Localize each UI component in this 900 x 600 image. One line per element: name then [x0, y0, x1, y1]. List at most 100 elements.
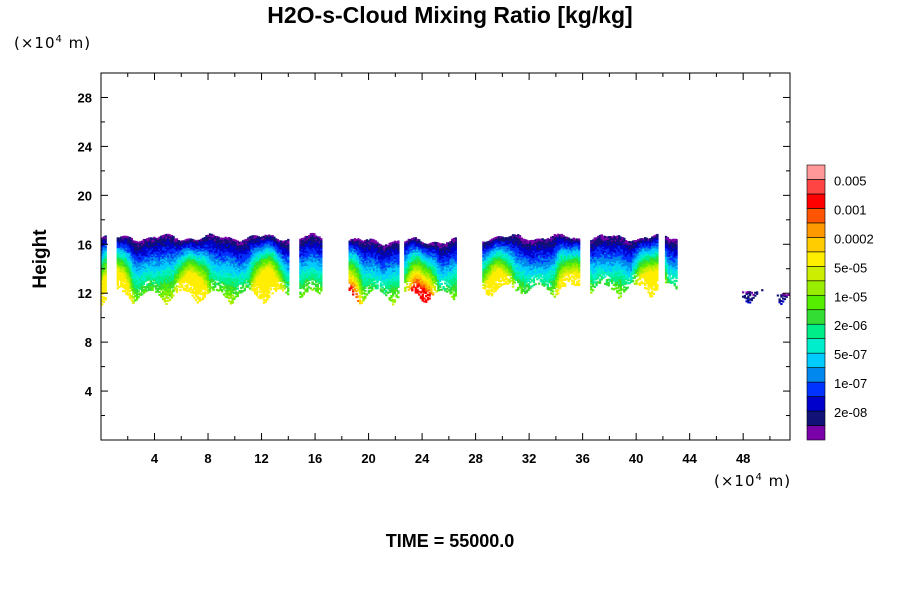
cloud-cell: [174, 245, 177, 248]
cloud-cell: [316, 249, 320, 252]
cloud-cell: [318, 254, 321, 257]
cloud-cell: [385, 248, 388, 251]
cloud-cell: [266, 289, 269, 292]
cloud-cell: [276, 283, 280, 286]
cloud-cell: [168, 266, 172, 269]
cloud-cell: [379, 289, 383, 292]
cloud-cell: [154, 275, 158, 279]
cloud-cell: [245, 263, 248, 266]
cloud-cell: [362, 292, 365, 295]
cloud-cell: [147, 249, 151, 252]
cloud-cell: [182, 275, 186, 278]
cloud-cell: [181, 276, 184, 280]
cloud-cell: [226, 272, 229, 275]
cloud-cell: [191, 262, 194, 265]
cloud-cell: [231, 298, 234, 301]
cloud-cell: [250, 267, 253, 270]
cloud-cell: [193, 277, 196, 280]
cloud-cell: [257, 284, 260, 287]
cloud-cell: [147, 259, 151, 262]
cloud-cell: [165, 235, 168, 238]
cloud-cell: [198, 274, 201, 277]
cloud-cell: [314, 274, 318, 278]
cloud-cell: [261, 283, 264, 286]
cloud-cell: [156, 274, 159, 277]
cloud-cell: [287, 250, 290, 253]
cloud-cell: [355, 259, 358, 262]
cloud-cell: [350, 246, 353, 249]
cloud-cell: [311, 262, 314, 265]
cloud-cell: [141, 287, 144, 290]
cloud-cell: [318, 251, 321, 254]
cloud-cell: [273, 248, 276, 251]
cloud-cell: [301, 260, 304, 263]
cloud-cell: [264, 265, 267, 268]
cloud-cell: [233, 281, 236, 284]
cloud-cell: [222, 262, 226, 265]
cloud-cell: [229, 301, 233, 304]
cloud-cell: [240, 273, 243, 276]
cloud-cell: [314, 247, 318, 250]
cloud-cell: [167, 276, 170, 279]
cloud-cell: [187, 266, 191, 269]
cloud-cell: [252, 239, 255, 242]
cloud-cell: [231, 243, 234, 246]
cloud-cell: [267, 257, 271, 261]
cloud-cell: [172, 268, 175, 271]
cloud-cell: [120, 268, 123, 271]
cloud-cell: [182, 287, 186, 290]
cloud-cell: [205, 289, 208, 292]
cloud-cell: [127, 253, 130, 256]
cloud-cell: [175, 270, 179, 273]
cloud-cell: [248, 264, 252, 267]
cloud-cell: [311, 251, 314, 255]
cloud-cell: [172, 262, 175, 265]
cloud-cell: [274, 272, 278, 275]
cloud-cell: [234, 255, 238, 258]
cloud-cell: [372, 240, 376, 243]
cloud-cell: [172, 288, 175, 291]
cloud-cell: [241, 290, 245, 293]
cloud-cell: [201, 262, 205, 265]
cloud-cell: [236, 287, 239, 290]
cloud-cell: [365, 275, 369, 278]
cloud-cell: [198, 251, 201, 254]
cloud-cell: [184, 273, 187, 276]
cloud-cell: [144, 272, 147, 275]
cloud-cell: [194, 282, 198, 285]
cloud-cell: [182, 272, 186, 275]
cloud-cell: [278, 279, 281, 282]
cloud-cell: [234, 252, 238, 256]
cloud-cell: [379, 245, 383, 248]
cloud-cell: [243, 262, 246, 265]
cloud-cell: [104, 235, 107, 238]
cloud-cell: [174, 273, 177, 276]
cloud-cell: [191, 259, 194, 262]
cloud-cell: [146, 276, 149, 279]
cloud-cell: [259, 278, 262, 281]
cloud-cell: [252, 271, 255, 274]
cloud-cell: [127, 286, 130, 289]
cloud-cell: [245, 272, 248, 275]
cloud-cell: [210, 242, 213, 245]
cloud-cell: [170, 280, 173, 283]
cloud-cell: [207, 258, 210, 261]
cloud-cell: [187, 263, 191, 266]
cloud-cell: [365, 262, 369, 265]
cloud-cell: [302, 281, 306, 284]
cloud-cell: [179, 258, 182, 261]
cloud-cell: [307, 240, 311, 244]
cloud-cell: [130, 237, 133, 240]
cloud-cell: [125, 241, 128, 244]
cloud-cell: [141, 272, 144, 275]
cloud-cell: [273, 282, 276, 285]
cloud-cell: [177, 272, 180, 275]
cloud-cell: [174, 247, 177, 250]
cloud-cell: [177, 273, 180, 276]
cloud-cell: [358, 292, 362, 295]
cloud-cell: [247, 278, 250, 281]
cloud-cell: [385, 275, 388, 278]
cloud-cell: [259, 260, 262, 263]
cloud-cell: [165, 282, 168, 285]
cloud-cell: [121, 266, 125, 269]
